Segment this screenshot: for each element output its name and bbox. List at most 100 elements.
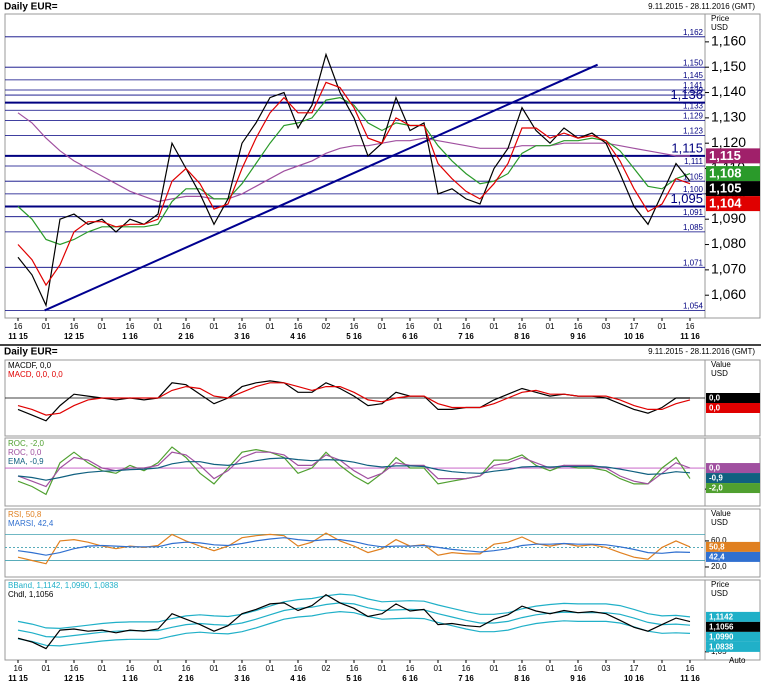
value-badge bbox=[706, 403, 760, 413]
series-line bbox=[17, 593, 691, 650]
legend-label: MACDF, 0,0 bbox=[8, 361, 52, 370]
x-month-label: 8 16 bbox=[514, 674, 530, 683]
unit-label: Value bbox=[711, 360, 731, 369]
x-month-label: 4 16 bbox=[290, 332, 306, 341]
level-label: 1,111 bbox=[684, 157, 703, 166]
series-line bbox=[17, 446, 691, 496]
legend-label: MACD, 0,0, 0,0 bbox=[8, 370, 63, 379]
series-line bbox=[17, 457, 691, 481]
x-tick-label: 03 bbox=[602, 664, 611, 673]
x-tick-label: 01 bbox=[658, 664, 667, 673]
header-title: Daily EUR= bbox=[4, 347, 58, 358]
value-badge bbox=[706, 483, 760, 494]
x-tick-label: 01 bbox=[546, 664, 555, 673]
series-line bbox=[17, 96, 691, 246]
x-tick-label: 16 bbox=[126, 322, 135, 331]
legend-label: ROC, -2,0 bbox=[8, 439, 45, 448]
level-label: 1,123 bbox=[683, 127, 704, 136]
y-tick-label: 1,080 bbox=[711, 235, 746, 251]
x-month-label: 11 16 bbox=[680, 674, 700, 683]
unit-label: USD bbox=[711, 23, 728, 32]
x-month-label: 11 15 bbox=[8, 332, 28, 341]
level-label: 1,105 bbox=[683, 172, 704, 181]
panel bbox=[4, 579, 706, 661]
level-label: 1,100 bbox=[683, 185, 704, 194]
unit-label: Value bbox=[711, 509, 731, 518]
x-tick-label: 16 bbox=[406, 664, 415, 673]
x-month-label: 8 16 bbox=[514, 332, 530, 341]
x-tick-label: 17 bbox=[630, 322, 639, 331]
x-tick-label: 16 bbox=[238, 664, 247, 673]
x-tick-label: 01 bbox=[434, 322, 443, 331]
unit-label: USD bbox=[711, 518, 728, 527]
x-month-label: 2 16 bbox=[178, 674, 194, 683]
x-tick-label: 01 bbox=[434, 664, 443, 673]
level-label: 1,085 bbox=[683, 223, 704, 232]
series-line bbox=[17, 81, 691, 287]
trend-line bbox=[44, 63, 599, 312]
x-tick-label: 16 bbox=[574, 664, 583, 673]
x-tick-label: 02 bbox=[322, 664, 331, 673]
value-badge bbox=[706, 551, 760, 562]
level-label: 1,091 bbox=[683, 208, 704, 217]
legend-label: RSI, 50,8 bbox=[8, 510, 42, 519]
x-tick-label: 16 bbox=[462, 322, 471, 331]
y-tick-label: 60,0 bbox=[711, 536, 727, 545]
x-tick-label: 16 bbox=[70, 664, 79, 673]
value-badge-label: 1,104 bbox=[709, 196, 742, 211]
x-month-label: 2 16 bbox=[178, 332, 194, 341]
x-tick-label: 16 bbox=[294, 322, 303, 331]
series-line bbox=[17, 451, 691, 488]
y-tick-label: 1,070 bbox=[711, 261, 746, 277]
value-badge bbox=[706, 641, 760, 652]
legend-label: ROC, 0,0 bbox=[8, 448, 42, 457]
level-label: 1,139 bbox=[683, 86, 704, 95]
x-month-label: 4 16 bbox=[290, 674, 306, 683]
x-tick-label: 01 bbox=[266, 322, 275, 331]
value-badge bbox=[706, 611, 760, 622]
panel bbox=[4, 508, 706, 578]
scale-note: Auto bbox=[729, 656, 746, 665]
unit-label: USD bbox=[711, 589, 728, 598]
x-month-label: 1 16 bbox=[122, 674, 138, 683]
value-badge bbox=[706, 196, 760, 212]
unit-label: Price bbox=[711, 580, 730, 589]
x-tick-label: 01 bbox=[154, 322, 163, 331]
value-badge-label: 0,0 bbox=[709, 464, 721, 473]
x-tick-label: 01 bbox=[98, 322, 107, 331]
x-tick-label: 16 bbox=[14, 664, 23, 673]
x-tick-label: 16 bbox=[518, 664, 527, 673]
value-badge bbox=[706, 148, 760, 164]
value-badge-label: 50,8 bbox=[709, 543, 725, 552]
x-tick-label: 01 bbox=[378, 664, 387, 673]
value-badge-label: 0,0 bbox=[709, 394, 721, 403]
value-badge-label: -0,9 bbox=[709, 474, 723, 483]
x-tick-label: 01 bbox=[490, 664, 499, 673]
x-month-label: 9 16 bbox=[570, 674, 586, 683]
x-month-label: 9 16 bbox=[570, 332, 586, 341]
x-tick-label: 01 bbox=[490, 322, 499, 331]
x-tick-label: 16 bbox=[182, 664, 191, 673]
value-badge-label: 1,105 bbox=[709, 181, 742, 196]
y-tick-label: 1,160 bbox=[711, 33, 746, 49]
x-tick-label: 01 bbox=[658, 322, 667, 331]
level-label: 1,129 bbox=[683, 112, 704, 121]
x-month-label: 1 16 bbox=[122, 332, 138, 341]
value-badge-label: -2,0 bbox=[709, 484, 723, 493]
level-label: 1,133 bbox=[683, 101, 704, 110]
x-month-label: 12 15 bbox=[64, 674, 85, 683]
x-tick-label: 01 bbox=[210, 664, 219, 673]
series-line bbox=[17, 593, 691, 630]
x-tick-label: 16 bbox=[686, 664, 695, 673]
value-badge bbox=[706, 181, 760, 197]
y-tick-label: 1,150 bbox=[711, 58, 746, 74]
x-tick-label: 16 bbox=[462, 664, 471, 673]
legend-label: MARSI, 42,4 bbox=[8, 519, 54, 528]
value-badge-label: 1,1056 bbox=[709, 623, 734, 632]
x-tick-label: 16 bbox=[238, 322, 247, 331]
level-label: 1,054 bbox=[683, 302, 704, 311]
x-tick-label: 01 bbox=[42, 322, 51, 331]
unit-label: Price bbox=[711, 14, 730, 23]
level-label: 1,136 bbox=[670, 87, 703, 102]
